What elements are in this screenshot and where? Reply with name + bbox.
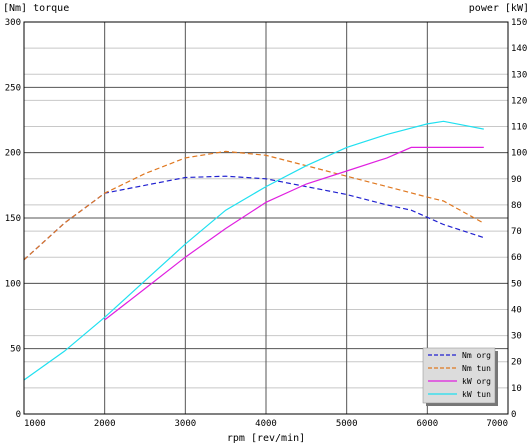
y-left-tick-label: 250 xyxy=(5,83,21,93)
y-left-tick-label: 100 xyxy=(5,279,21,289)
legend-label: kW org xyxy=(462,377,491,386)
y-right-tick-label: 50 xyxy=(511,279,522,289)
y-right-tick-label: 70 xyxy=(511,227,522,237)
x-tick-label: 5000 xyxy=(336,419,358,429)
y-right-tick-label: 90 xyxy=(511,175,522,185)
y-left-tick-label: 200 xyxy=(5,149,21,159)
legend-label: Nm tun xyxy=(462,364,491,373)
y-right-axis-label: power [kW] xyxy=(469,3,529,14)
y-left-tick-label: 0 xyxy=(16,410,21,420)
y-right-tick-label: 130 xyxy=(511,70,527,80)
series-line-kw-tun xyxy=(23,120,484,381)
series-layer xyxy=(23,120,485,381)
legend: Nm org Nm tun kW org kW tun xyxy=(422,347,498,406)
y-right-tick-label: 60 xyxy=(511,253,522,263)
y-left-tick-label: 150 xyxy=(5,214,21,224)
legend-label: kW tun xyxy=(462,390,491,399)
plot-frame xyxy=(23,21,509,415)
x-tick-label: 4000 xyxy=(255,419,277,429)
y-right-tick-label: 150 xyxy=(511,18,527,28)
tick-layer: 0501001502002503000102030405060708090100… xyxy=(5,18,528,429)
y-right-tick-label: 120 xyxy=(511,96,527,106)
y-right-tick-label: 10 xyxy=(511,384,522,394)
y-right-tick-label: 40 xyxy=(511,305,522,315)
x-tick-label: 6000 xyxy=(416,419,438,429)
y-right-tick-label: 140 xyxy=(511,44,527,54)
legend-label: Nm org xyxy=(462,351,491,360)
y-right-tick-label: 30 xyxy=(511,332,522,342)
x-tick-label: 1000 xyxy=(24,419,46,429)
y-right-tick-label: 0 xyxy=(511,410,516,420)
y-left-tick-label: 50 xyxy=(10,345,21,355)
y-right-tick-label: 80 xyxy=(511,201,522,211)
x-tick-label: 3000 xyxy=(174,419,196,429)
y-left-axis-label: [Nm] torque xyxy=(3,3,69,14)
legend-items: Nm org Nm tun kW org kW tun xyxy=(428,351,491,399)
y-right-tick-label: 100 xyxy=(511,149,527,159)
y-left-tick-label: 300 xyxy=(5,18,21,28)
series-line-nm-tun xyxy=(23,150,485,261)
series-line-kw-org xyxy=(104,146,484,321)
x-axis-label: rpm [rev/min] xyxy=(227,433,305,444)
x-tick-label: 2000 xyxy=(94,419,116,429)
y-right-tick-label: 20 xyxy=(511,358,522,368)
y-right-tick-label: 110 xyxy=(511,123,527,133)
x-tick-label: 7000 xyxy=(486,419,508,429)
